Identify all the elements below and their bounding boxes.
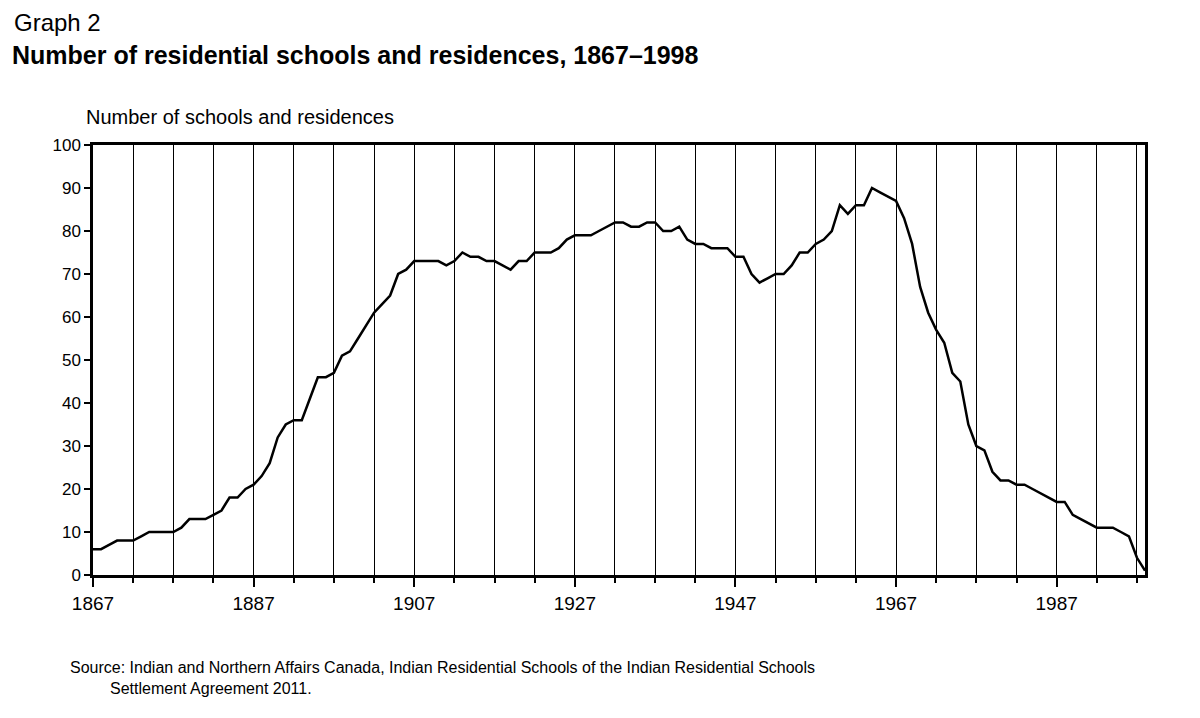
svg-text:0: 0	[71, 566, 80, 585]
svg-text:Number of residential schools: Number of residential schools and reside…	[12, 41, 699, 69]
svg-text:10: 10	[62, 523, 81, 542]
svg-text:Graph 2: Graph 2	[14, 9, 101, 36]
svg-text:30: 30	[62, 437, 81, 456]
svg-text:100: 100	[52, 136, 80, 155]
svg-text:50: 50	[62, 351, 81, 370]
svg-text:1987: 1987	[1036, 593, 1078, 614]
svg-text:Source: Indian and Northern Af: Source: Indian and Northern Affairs Cana…	[70, 659, 815, 697]
svg-text:60: 60	[62, 308, 81, 327]
svg-text:40: 40	[62, 394, 81, 413]
svg-text:1947: 1947	[714, 593, 756, 614]
svg-text:Number of schools and residenc: Number of schools and residences	[86, 106, 394, 128]
svg-text:70: 70	[62, 265, 81, 284]
svg-text:1887: 1887	[232, 593, 274, 614]
svg-text:1967: 1967	[875, 593, 917, 614]
svg-text:80: 80	[62, 222, 81, 241]
svg-text:20: 20	[62, 480, 81, 499]
svg-text:1907: 1907	[393, 593, 435, 614]
svg-text:1867: 1867	[72, 593, 114, 614]
svg-text:90: 90	[62, 179, 81, 198]
svg-text:1927: 1927	[554, 593, 596, 614]
